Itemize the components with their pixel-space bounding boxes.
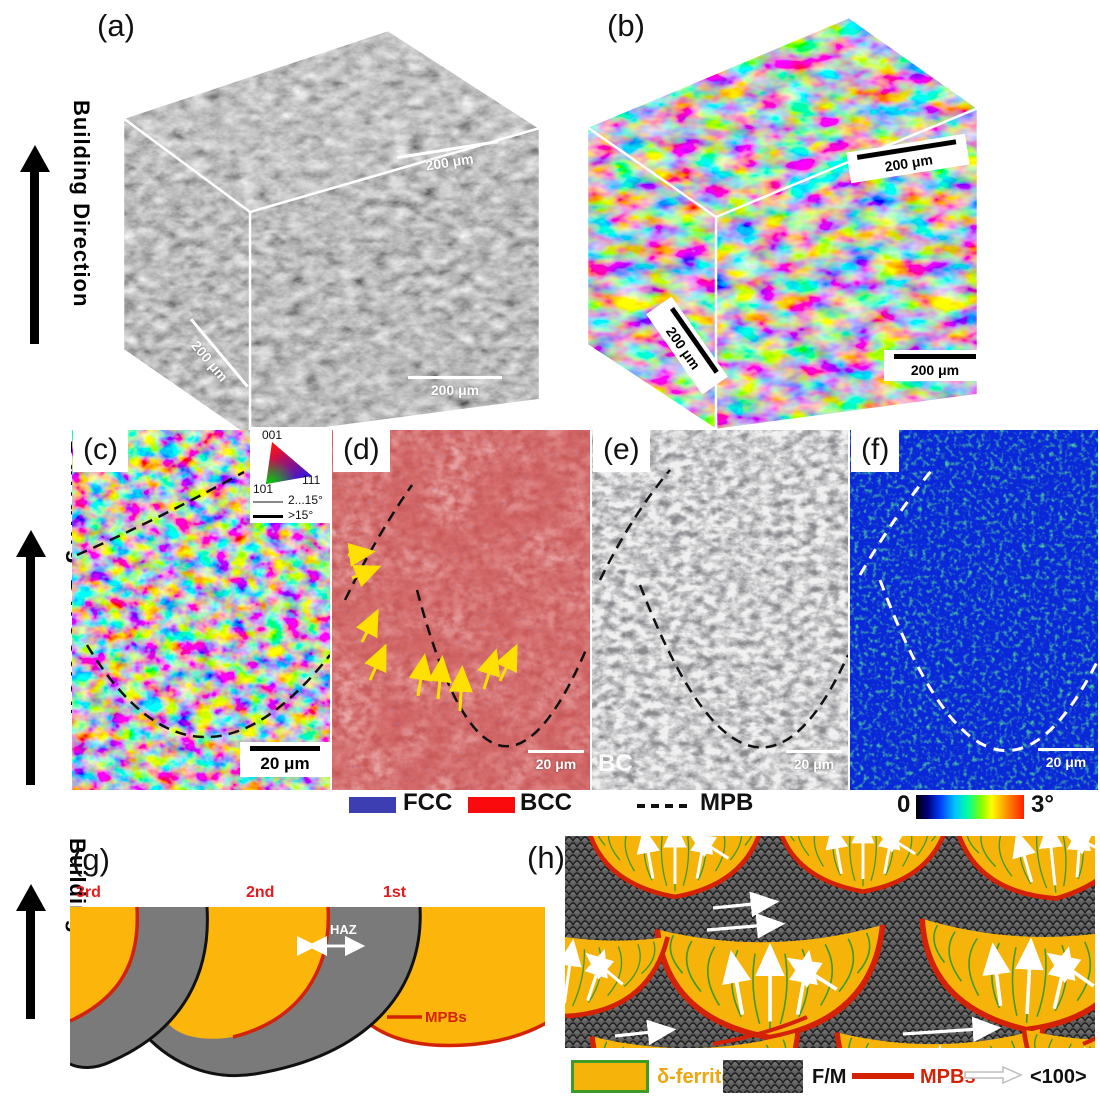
track-3rd-label: 3rd [76, 884, 101, 901]
panel-e-band-contrast [592, 430, 848, 790]
up-arrow-icon [16, 884, 46, 1019]
scalebar-d: 20 μm [528, 750, 584, 772]
track-1st-label: 1st [383, 884, 407, 901]
ipf-triangle-icon [266, 442, 312, 484]
kam-min-label: 0 [897, 791, 911, 818]
scalebar-b-front: 200 μm [884, 350, 986, 381]
panel-g-label: (g) [72, 842, 110, 877]
crystal-direction-arrow-icon [964, 1066, 1023, 1084]
ipf-color-key: 001 101 111 2...15° >15° [250, 427, 330, 523]
ipf-001: 001 [262, 428, 283, 442]
mpb-arcs-bottom [712, 1015, 1095, 1046]
high-angle-line-icon [253, 515, 283, 518]
panel-d-label: (d) [333, 428, 390, 472]
growth-direction-arrows [614, 891, 1002, 1046]
mpb-dashed-curves [858, 469, 1098, 753]
mpb-label: MPB [700, 789, 754, 816]
scalebar-e: 20 μm [786, 750, 842, 772]
high-angle-label: >15° [288, 508, 314, 522]
panel-e-label: (e) [593, 428, 650, 472]
mpbs-label-h: MPBs [920, 1066, 976, 1088]
delta-ferrite-swatch [571, 1060, 649, 1093]
panel-g-schematic [70, 906, 545, 1078]
mpb-dashed-curves [76, 470, 330, 739]
fcc-swatch [349, 797, 396, 813]
fcc-yellow-arrows [347, 542, 518, 712]
fm-label: F/M [812, 1066, 847, 1088]
panel-b-cube-ebsd [584, 15, 981, 432]
panel-d-phase-map [332, 430, 590, 790]
crystal-direction-label: <100> [1030, 1066, 1087, 1088]
panel-a-label: (a) [97, 8, 135, 43]
building-direction-row1: Building Direction [4, 100, 116, 355]
fcc-label: FCC [403, 789, 453, 816]
haz-label: HAZ [330, 922, 357, 937]
mpb-dash-icon [637, 804, 693, 808]
ipf-111: 111 [302, 473, 321, 487]
track-2nd-label: 2nd [246, 884, 275, 901]
mpb-dashed-curves [598, 469, 848, 749]
fm-swatch [723, 1060, 803, 1093]
band-contrast-tag: BC [598, 750, 633, 777]
scalebar-c: 20 μm [240, 742, 330, 777]
panel-f-label: (f) [851, 428, 900, 472]
panel-h-schematic [565, 836, 1095, 1048]
bcc-swatch [468, 797, 515, 813]
ipf-101: 101 [253, 482, 274, 496]
scalebar-f: 20 μm [1038, 748, 1094, 770]
up-arrow-icon [16, 530, 46, 785]
low-angle-line-icon [253, 501, 283, 503]
scalebar-a-front: 200 μm [408, 376, 502, 398]
panel-f-kam-map [850, 430, 1098, 790]
panel-a-cube-micrograph [120, 28, 543, 440]
panel-b-label: (b) [607, 8, 645, 43]
low-angle-label: 2...15° [288, 493, 323, 507]
building-direction-label: Building Direction [69, 100, 94, 308]
panel-h-label: (h) [527, 840, 565, 875]
bcc-label: BCC [520, 789, 572, 816]
panel-c-label: (c) [73, 428, 128, 472]
mpbs-line-icon [852, 1073, 914, 1079]
kam-colorbar [916, 795, 1024, 819]
mpbs-label-g: MPBs [425, 1009, 467, 1026]
up-arrow-icon [20, 145, 50, 344]
delta-ferrite-label: δ-ferrite [657, 1066, 733, 1088]
kam-max-label: 3° [1031, 791, 1054, 818]
